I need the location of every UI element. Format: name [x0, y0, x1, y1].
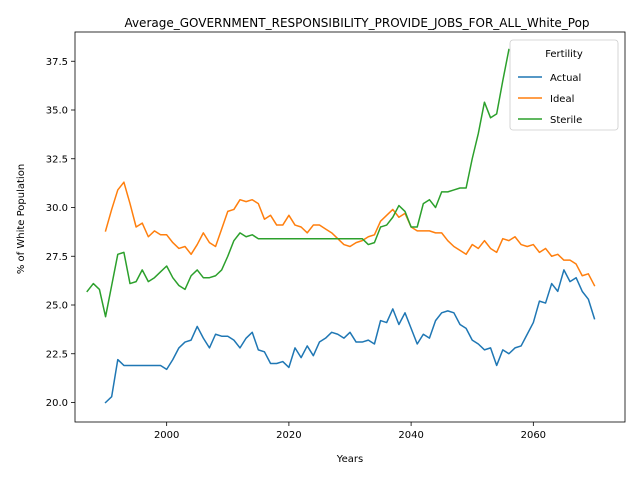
- series-line-sterile: [86, 48, 510, 318]
- series-line-actual: [104, 269, 596, 404]
- plot-area: [74, 31, 626, 423]
- x-axis: 2000 2020 2040 2060: [154, 422, 546, 441]
- legend-label-sterile: Sterile: [550, 115, 582, 126]
- legend-box: [509, 39, 619, 131]
- series-line-ideal: [104, 181, 596, 287]
- y-tick-label: 32.5: [46, 154, 68, 165]
- y-tick-label: 25.0: [46, 301, 68, 312]
- y-tick-label: 30.0: [46, 203, 68, 214]
- y-tick-label: 27.5: [46, 252, 68, 263]
- x-tick-label: 2000: [154, 430, 179, 441]
- x-tick-label: 2040: [398, 430, 423, 441]
- x-tick-label: 2020: [276, 430, 301, 441]
- y-tick-label: 35.0: [46, 106, 68, 117]
- legend: Fertility Actual Ideal Sterile: [509, 39, 619, 131]
- y-axis: 20.0 22.5 25.0 27.5 30.0 32.5 35.0 37.5: [46, 57, 75, 409]
- legend-title: Fertility: [545, 49, 583, 60]
- y-tick-label: 22.5: [46, 349, 68, 360]
- y-tick-label: 20.0: [46, 398, 68, 409]
- y-axis-label: % of White Population: [16, 164, 27, 274]
- x-tick-label: 2060: [521, 430, 546, 441]
- legend-label-actual: Actual: [550, 73, 581, 84]
- plot-frame: [74, 31, 626, 423]
- legend-label-ideal: Ideal: [550, 94, 574, 105]
- y-tick-label: 37.5: [46, 57, 68, 68]
- chart-title: Average_GOVERNMENT_RESPONSIBILITY_PROVID…: [124, 16, 589, 30]
- x-axis-label: Years: [336, 454, 363, 465]
